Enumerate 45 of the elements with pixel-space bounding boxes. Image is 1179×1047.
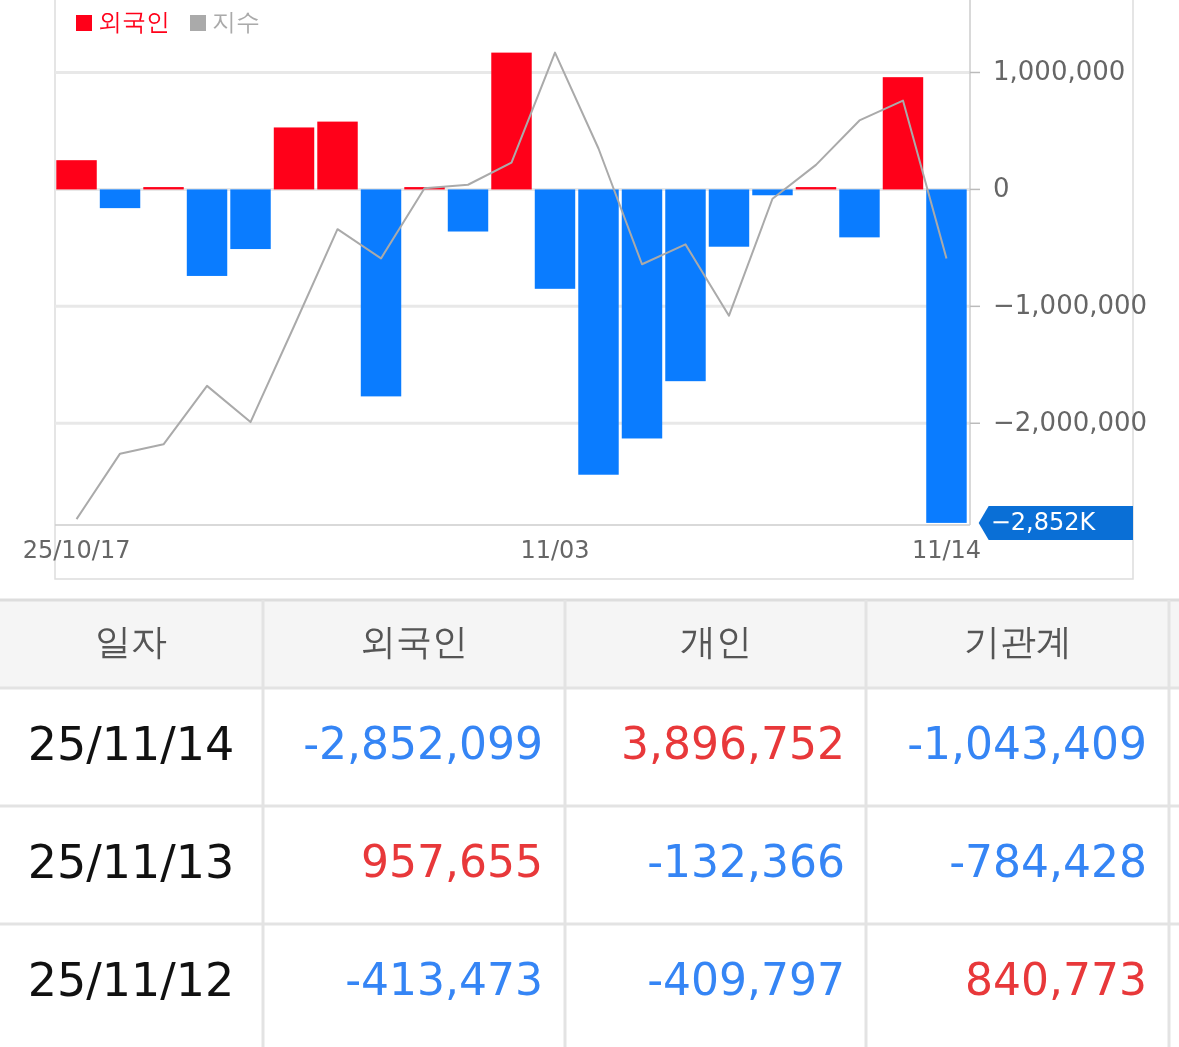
bar [317, 121, 358, 190]
bar [491, 52, 532, 190]
annotation: −2,852K [990, 507, 1097, 536]
y-tick-label: −1,000,000 [993, 289, 1148, 320]
text: -413,473 [345, 954, 543, 1005]
y-tick-label: −2,000,000 [993, 406, 1148, 437]
text: -409,797 [647, 954, 845, 1005]
text: 957,655 [361, 836, 543, 887]
bar [534, 189, 576, 289]
legend-label: 외국인 [98, 8, 170, 36]
bar [839, 189, 880, 238]
y-tick-label: 0 [993, 172, 1010, 203]
bar [665, 189, 706, 382]
legend-label: 지수 [212, 8, 260, 36]
bar [708, 189, 750, 247]
text: 840,773 [965, 954, 1147, 1005]
text: 일자 [95, 621, 167, 662]
x-tick-label: 11/14 [911, 536, 982, 564]
bar [273, 127, 315, 190]
bar [578, 189, 619, 475]
bar [230, 189, 271, 250]
text: 3,896,752 [621, 718, 845, 769]
text: -2,852,099 [303, 718, 543, 769]
bar [752, 189, 793, 196]
line-series [75, 51, 948, 521]
y-tick-label: 1,000,000 [993, 55, 1126, 86]
bar [360, 189, 402, 397]
category-label: 25/11/13 [27, 834, 235, 889]
bar [447, 189, 489, 232]
text: -132,366 [647, 836, 845, 887]
category-label: 외국인 [360, 621, 468, 662]
bar [186, 189, 228, 276]
category-label: 25/11/14 [27, 716, 235, 771]
bar [621, 189, 663, 439]
bar [926, 189, 967, 523]
category-label: 개인 [680, 621, 752, 662]
category-label: 기관계 [963, 621, 1072, 662]
x-tick-label: 11/03 [520, 536, 590, 564]
bar [56, 160, 97, 190]
text: -1,043,409 [907, 718, 1147, 769]
x-tick-label: 25/10/17 [22, 536, 131, 564]
text: -784,428 [949, 836, 1147, 887]
bar [882, 77, 924, 190]
category-label: 25/11/12 [27, 952, 235, 1007]
bar [99, 189, 141, 209]
